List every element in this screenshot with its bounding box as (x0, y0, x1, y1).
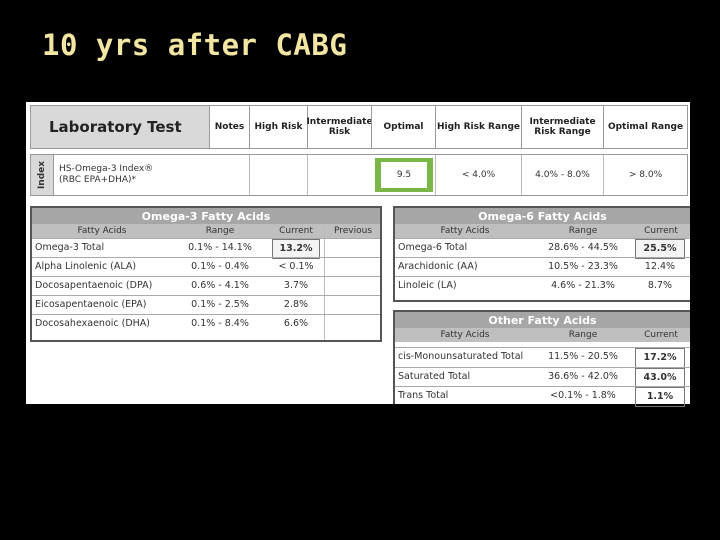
omega3-divider (324, 224, 325, 340)
fatty-acid-current: 3.7% (283, 280, 309, 291)
omega6-column-headers: Fatty Acids Range Current (395, 224, 690, 238)
optimal-range-heading: Optimal Range (603, 106, 687, 148)
fatty-acid-range: 11.5% - 20.5% (548, 351, 618, 362)
table-row: Omega-6 Total 28.6% - 44.5% 25.5% (395, 238, 690, 259)
index-optimal-box: 9.5 (375, 158, 433, 192)
optimal-heading: Optimal (371, 106, 435, 148)
omega6-col-fatty-acids: Fatty Acids (440, 226, 490, 236)
fatty-acid-current: 25.5% (635, 239, 685, 259)
high-risk-range-heading: High Risk Range (435, 106, 521, 148)
index-intermediate-cell (307, 155, 371, 195)
high-risk-heading: High Risk (249, 106, 307, 148)
index-test-name: HS-Omega-3 Index® (RBC EPA+DHA)* (59, 164, 153, 186)
index-optimal-value: 9.5 (381, 162, 427, 188)
omega3-col-fatty-acids: Fatty Acids (77, 226, 127, 236)
omega6-col-current: Current (644, 226, 678, 236)
other-column-headers: Fatty Acids Range Current (395, 328, 690, 342)
slide-title: 10 yrs after CABG (42, 28, 348, 62)
fatty-acid-name: Eicosapentaenoic (EPA) (35, 299, 147, 310)
other-col-current: Current (644, 330, 678, 340)
intermediate-risk-heading: Intermediate Risk (306, 106, 373, 148)
fatty-acid-name: Arachidonic (AA) (398, 261, 478, 272)
table-row: Docosahexaenoic (DHA) 0.1% - 8.4% 6.6% (32, 314, 380, 333)
omega6-col-range: Range (568, 226, 598, 236)
fatty-acid-name: Linoleic (LA) (398, 280, 457, 291)
table-row: Arachidonic (AA) 10.5% - 23.3% 12.4% (395, 257, 690, 276)
fatty-acid-current: 17.2% (635, 348, 685, 368)
table-row: Alpha Linolenic (ALA) 0.1% - 0.4% < 0.1% (32, 257, 380, 276)
table-row: Eicosapentaenoic (EPA) 0.1% - 2.5% 2.8% (32, 295, 380, 314)
fatty-acid-current: 12.4% (644, 261, 676, 272)
fatty-acid-name: cis-Monounsaturated Total (398, 351, 524, 362)
fatty-acid-range: 36.6% - 42.0% (548, 371, 618, 382)
index-name-line2: (RBC EPA+DHA)* (59, 175, 137, 185)
table-row: Omega-3 Total 0.1% - 14.1% 13.2% (32, 238, 380, 259)
index-high-risk-cell (249, 155, 307, 195)
omega3-panel: Omega-3 Fatty Acids Fatty Acids Range Cu… (30, 206, 382, 342)
fatty-acid-current: 1.1% (635, 387, 685, 407)
table-row: Trans Total <0.1% - 1.8% 1.1% (395, 386, 690, 407)
notes-heading: Notes (209, 106, 249, 148)
omega3-col-range: Range (205, 226, 235, 236)
omega6-panel: Omega-6 Fatty Acids Fatty Acids Range Cu… (393, 206, 690, 302)
report-header: Laboratory Test Notes High Risk Intermed… (30, 105, 688, 149)
omega3-column-headers: Fatty Acids Range Current Previous (32, 224, 380, 238)
index-label-cell: Index (31, 155, 54, 195)
fatty-acid-range: 10.5% - 23.3% (548, 261, 618, 272)
fatty-acid-range: 0.1% - 0.4% (191, 261, 249, 272)
table-row: Docosapentaenoic (DPA) 0.6% - 4.1% 3.7% (32, 276, 380, 295)
index-optimal-range: > 8.0% (603, 155, 687, 195)
lab-test-heading: Laboratory Test (49, 118, 182, 136)
index-intermediate-risk-range: 4.0% - 8.0% (521, 155, 603, 195)
fatty-acid-name: Alpha Linolenic (ALA) (35, 261, 137, 272)
fatty-acid-current: 2.8% (283, 299, 309, 310)
omega3-title: Omega-3 Fatty Acids (32, 208, 380, 224)
fatty-acid-range: 4.6% - 21.3% (551, 280, 615, 291)
other-title: Other Fatty Acids (395, 312, 690, 328)
index-label: Index (37, 160, 47, 190)
other-panel: Other Fatty Acids Fatty Acids Range Curr… (393, 310, 690, 407)
omega3-col-previous: Previous (333, 226, 373, 236)
fatty-acid-current: 6.6% (283, 318, 309, 329)
other-col-range: Range (568, 330, 598, 340)
table-row: Saturated Total 36.6% - 42.0% 43.0% (395, 367, 690, 388)
fatty-acid-name: Docosahexaenoic (DHA) (35, 318, 151, 329)
fatty-acid-range: 0.1% - 8.4% (191, 318, 249, 329)
fatty-acid-name: Omega-3 Total (35, 242, 105, 253)
fatty-acid-name: Omega-6 Total (398, 242, 468, 253)
fatty-acid-name: Docosapentaenoic (DPA) (35, 280, 153, 291)
omega3-col-current: Current (279, 226, 313, 236)
fatty-acid-range: 28.6% - 44.5% (548, 242, 618, 253)
index-high-risk-range: < 4.0% (435, 155, 521, 195)
omega3-index-row: Index HS-Omega-3 Index® (RBC EPA+DHA)* 9… (30, 154, 688, 196)
fatty-acid-current: 13.2% (272, 239, 320, 259)
fatty-acid-range: 0.1% - 14.1% (188, 242, 252, 253)
other-col-fatty-acids: Fatty Acids (440, 330, 490, 340)
table-row: cis-Monounsaturated Total 11.5% - 20.5% … (395, 347, 690, 368)
omega6-title: Omega-6 Fatty Acids (395, 208, 690, 224)
fatty-acid-range: 0.1% - 2.5% (191, 299, 249, 310)
fatty-acid-range: 0.6% - 4.1% (191, 280, 249, 291)
index-name-line1: HS-Omega-3 Index® (59, 164, 154, 174)
fatty-acid-current: < 0.1% (278, 261, 314, 272)
lab-report: Laboratory Test Notes High Risk Intermed… (26, 102, 690, 407)
intermediate-risk-range-heading: Intermediate Risk Range (521, 106, 603, 148)
fatty-acid-current: 8.7% (647, 280, 673, 291)
fatty-acid-range: <0.1% - 1.8% (550, 390, 616, 401)
fatty-acid-current: 43.0% (635, 368, 685, 388)
fatty-acid-name: Trans Total (398, 390, 449, 401)
fatty-acid-name: Saturated Total (398, 371, 471, 382)
table-row: Linoleic (LA) 4.6% - 21.3% 8.7% (395, 276, 690, 295)
